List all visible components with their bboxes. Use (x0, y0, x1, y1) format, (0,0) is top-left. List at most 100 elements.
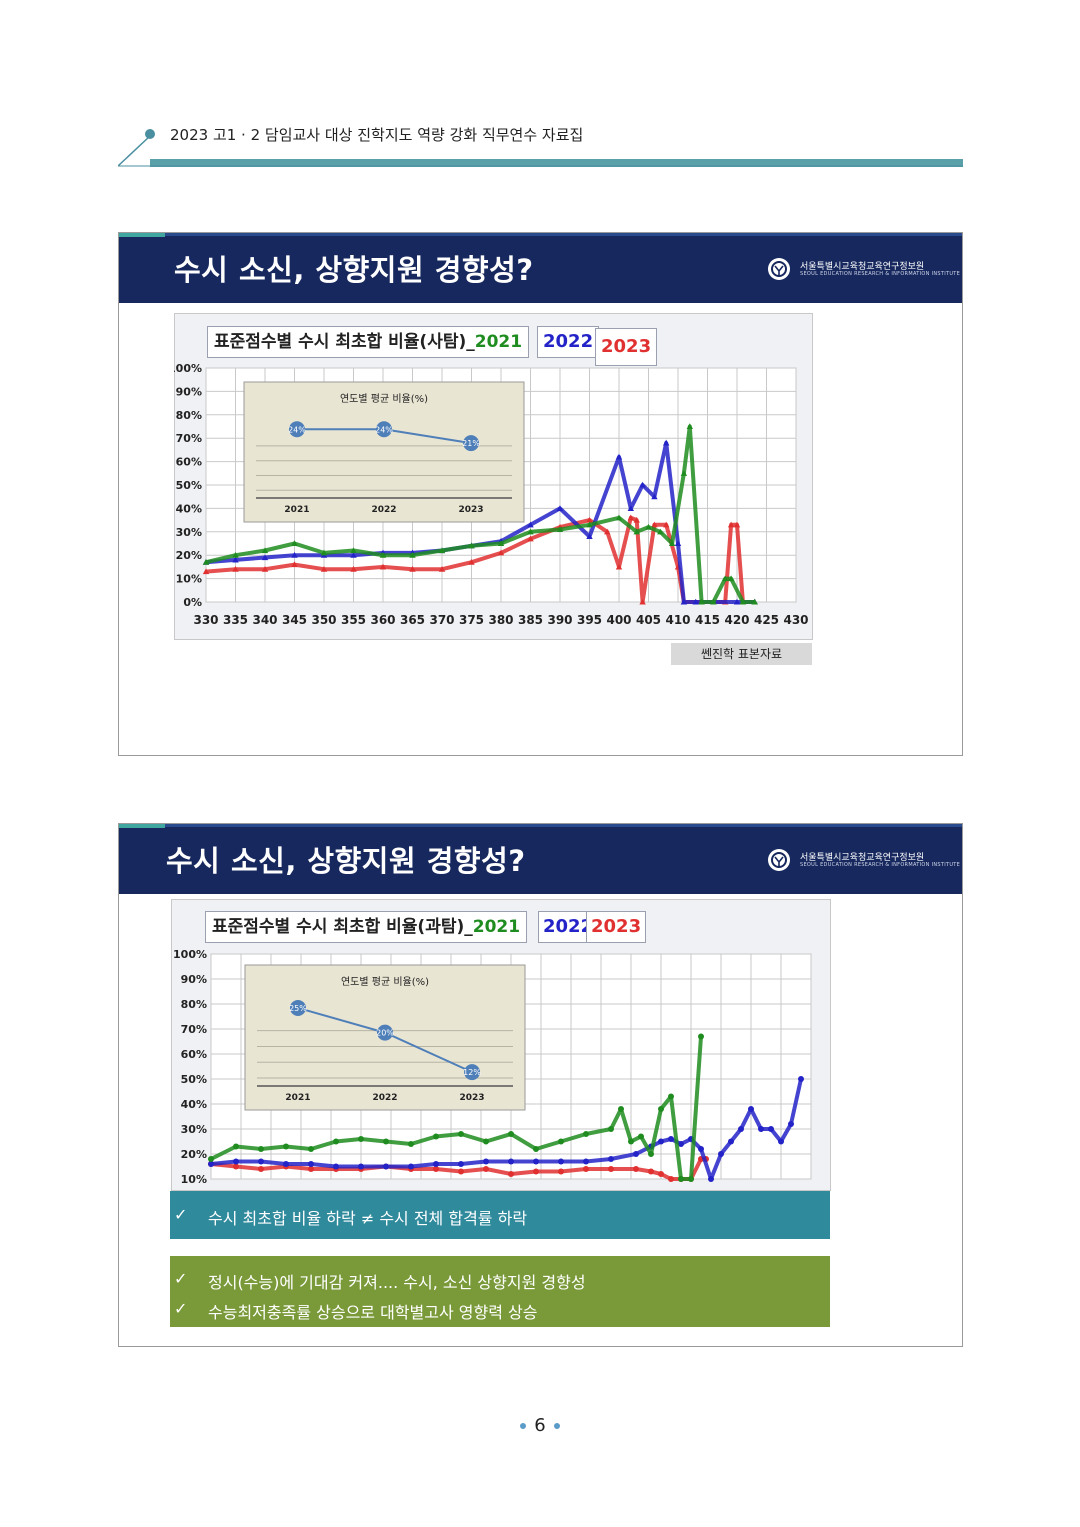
data-point-2021 (710, 598, 717, 605)
data-point-2021 (333, 1138, 339, 1145)
data-point-2022 (692, 598, 699, 605)
data-point-2023 (533, 1168, 539, 1175)
data-point-2022 (728, 1138, 734, 1145)
bullet-2-text: 정시(수능)에 기대감 커져.... 수시, 소신 상향지원 경향성 (208, 1273, 586, 1292)
data-point-2021 (615, 514, 623, 521)
inset-x-label: 2021 (284, 505, 309, 515)
page-number-text: 6 (534, 1415, 546, 1436)
data-point-2021 (320, 549, 328, 556)
data-point-2022 (627, 505, 634, 511)
page-dot-icon (520, 1423, 527, 1429)
data-point-2021 (668, 540, 676, 547)
y-tick-label: 20% (176, 549, 202, 562)
inset-point (463, 435, 480, 452)
x-tick-label: 390 (547, 613, 572, 627)
data-point-2022 (708, 1176, 714, 1182)
y-tick-label: 80% (181, 998, 207, 1011)
data-point-2022 (350, 552, 357, 558)
institute-logo: 서울특별시교육청교육연구정보원 SEOUL EDUCATION RESEARCH… (766, 848, 960, 872)
data-point-2022 (261, 554, 269, 561)
data-point-2023 (258, 1166, 264, 1172)
data-point-2022 (283, 1161, 289, 1167)
data-point-2023 (663, 521, 670, 528)
data-point-2021 (283, 1143, 289, 1150)
data-point-2021 (645, 523, 652, 530)
data-point-2022 (748, 1106, 754, 1112)
bullet-bar-green: ✓ 정시(수능)에 기대감 커져.... 수시, 소신 상향지원 경향성 ✓ 수… (170, 1256, 830, 1327)
data-point-2021 (308, 1146, 314, 1152)
data-point-2022 (556, 505, 564, 511)
x-tick-label: 430 (783, 613, 808, 627)
data-point-2023 (648, 1168, 654, 1175)
y-tick-label: 10% (181, 1173, 207, 1186)
data-point-2021 (379, 552, 387, 558)
data-point-2022 (738, 1126, 744, 1132)
x-tick-label: 360 (370, 613, 395, 627)
data-point-2021 (680, 470, 688, 476)
check-icon: ✓ (174, 1299, 188, 1318)
page-dot-icon (553, 1423, 560, 1429)
y-tick-label: 90% (181, 973, 207, 986)
data-point-2022 (527, 521, 534, 528)
inset-point (377, 1024, 393, 1041)
data-point-2023 (379, 563, 387, 570)
y-tick-label: 70% (176, 432, 202, 445)
series-line-2021 (210, 1036, 703, 1181)
data-point-2021 (751, 598, 758, 605)
page-number: 6 (0, 1415, 1080, 1436)
inset-point (288, 421, 305, 438)
x-tick-label: 380 (488, 613, 513, 627)
data-point-2021 (433, 1133, 439, 1140)
data-point-2021 (698, 598, 705, 605)
data-point-2021 (633, 528, 640, 535)
data-point-2021 (408, 1141, 414, 1147)
data-point-2021 (468, 542, 475, 549)
institute-emblem-icon (768, 258, 790, 280)
inset-point-label: 24% (288, 425, 306, 434)
institute-name-en: SEOUL EDUCATION RESEARCH & INFORMATION I… (800, 862, 961, 868)
data-point-2021 (648, 1151, 654, 1157)
y-tick-label: 10% (176, 573, 202, 586)
data-point-2022 (258, 1158, 264, 1165)
bullet-bar-teal: ✓ 수시 최초합 비율 하락 ≠ 수시 전체 합격률 하락 (170, 1191, 830, 1239)
data-point-2023 (350, 566, 357, 572)
institute-logo: 서울특별시교육청교육연구정보원 SEOUL EDUCATION RESEARCH… (766, 257, 960, 281)
data-point-2023 (586, 516, 593, 523)
data-point-2023 (727, 521, 735, 528)
chart-1-title-text: 표준점수별 수시 최초합 비율(사탐)_ (214, 332, 475, 352)
data-point-2023 (458, 1168, 464, 1175)
data-point-2022 (798, 1076, 804, 1082)
inset-x-label: 2022 (371, 505, 396, 515)
data-point-2021 (739, 598, 747, 605)
data-point-2021 (628, 1138, 634, 1145)
y-tick-label: 50% (176, 479, 202, 492)
data-point-2022 (232, 556, 239, 563)
chart-2-svg: 10% 20% 30% 40% 50% 60% 70% 80% 90% 100% 연도별 평균 비율… (173, 948, 812, 1186)
data-point-2021 (350, 547, 357, 554)
data-point-2022 (658, 1138, 664, 1145)
check-icon: ✓ (174, 1269, 188, 1288)
data-point-2022 (208, 1161, 214, 1167)
data-point-2022 (768, 1126, 774, 1132)
chart-1-svg: 0% 10% 20% 30% 40% 50% 60% 70% 80% 90% 100% 330 335 3… (174, 362, 809, 627)
data-point-2021 (556, 526, 564, 533)
data-point-2021 (727, 575, 735, 582)
data-point-2021 (583, 1131, 589, 1137)
data-point-2021 (438, 547, 446, 554)
data-point-2021 (232, 552, 239, 558)
x-tick-label: 370 (429, 613, 454, 627)
slide-1-title-bar: 수시 소신, 상향지원 경향성? 서울특별시교육청교육연구정보원 SEOUL E… (119, 233, 962, 303)
data-point-2021 (533, 1146, 539, 1152)
data-point-2021 (586, 521, 593, 528)
data-point-2023 (308, 1166, 314, 1172)
chart-2-legend-2023: 2023 (586, 911, 647, 943)
x-tick-label: 365 (400, 613, 425, 627)
document-header: 2023 고1 · 2 담임교사 대상 진학지도 역량 강화 직무연수 자료집 (118, 118, 963, 170)
inset-x-label: 2023 (459, 505, 484, 515)
data-point-2022 (533, 1158, 539, 1165)
x-tick-label: 355 (341, 613, 366, 627)
chart-2-title-text: 표준점수별 수시 최초합 비율(과탐)_ (212, 917, 473, 937)
data-point-2023 (608, 1166, 614, 1172)
data-point-2023 (483, 1166, 489, 1172)
data-point-2022 (788, 1121, 794, 1127)
